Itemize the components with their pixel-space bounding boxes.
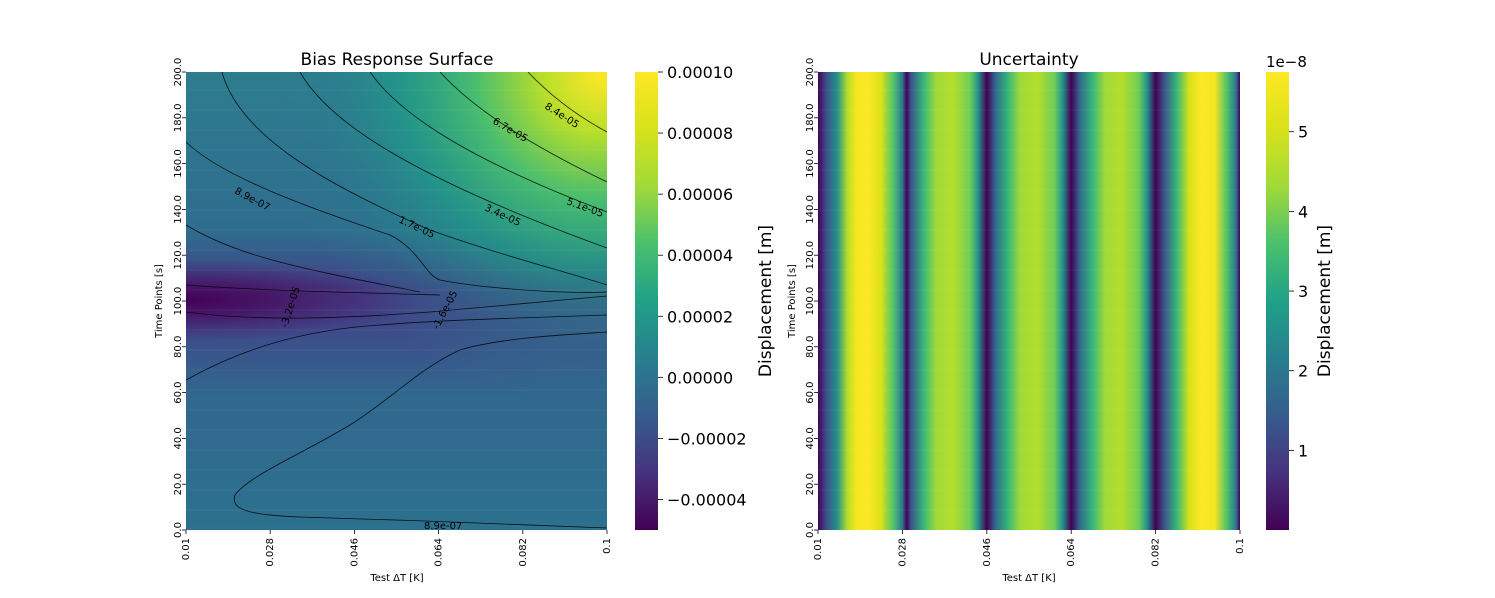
uncertainty-y-tick-label: 200.0 [805, 58, 816, 87]
uncertainty-colorbar-tick-label: 2 [1298, 362, 1308, 381]
uncertainty-colorbar-tick-label: 5 [1298, 123, 1308, 142]
bias-colorbar-tick-label: 0.00006 [667, 185, 733, 204]
bias-y-tick-label: 160.0 [173, 149, 184, 178]
uncertainty-colorbar-offset: 1e−8 [1266, 53, 1307, 71]
uncertainty-x-axis: 0.01 0.028 0.046 0.064 0.082 0.1 [813, 530, 1246, 567]
uncertainty-colorbar-label: Displacement [m] [1315, 225, 1335, 377]
bias-x-tick-label: 0.1 [602, 538, 613, 554]
bias-colorbar-ticks: −0.00004 −0.00002 0.00000 0.00002 0.00004 0.0… [658, 63, 747, 509]
bias-y-tick-label: 0.0 [173, 522, 184, 538]
bias-colorbar-label: Displacement [m] [756, 225, 776, 377]
uncertainty-y-tick-label: 140.0 [805, 195, 816, 224]
uncertainty-y-tick-label: 20.0 [805, 473, 816, 495]
bias-colorbar-tick-label: 0.00000 [667, 368, 733, 387]
uncertainty-x-tick-label: 0.028 [897, 538, 908, 567]
contour-line-8.4e-05 [527, 72, 607, 133]
uncertainty-y-tick-label: 180.0 [805, 103, 816, 132]
bias-x-tick-label: 0.01 [181, 538, 192, 560]
uncertainty-y-tick-label: 0.0 [805, 522, 816, 538]
bias-x-tick-label: 0.046 [349, 538, 360, 567]
uncertainty-colorbar-tick-label: 4 [1298, 202, 1308, 221]
uncertainty-colorbar-ticks: 1 2 3 4 5 [1289, 123, 1308, 460]
uncertainty-chart-title: Uncertainty [979, 50, 1078, 70]
uncertainty-y-axis-label: Time Points [s] [787, 264, 798, 339]
bias-colorbar [635, 72, 658, 530]
bias-y-tick-label: 140.0 [173, 195, 184, 224]
contour-line-8.9e-07-lower [233, 331, 607, 529]
uncertainty-heatmap-stripes [818, 72, 1240, 530]
bias-y-tick-label: 40.0 [173, 427, 184, 449]
bias-heatmap-panel: Bias Response Surface [154, 50, 776, 584]
uncertainty-colorbar-tick-label: 1 [1298, 441, 1308, 460]
uncertainty-y-tick-label: 40.0 [805, 427, 816, 449]
bias-y-axis: 0.0 20.0 40.0 60.0 80.0 100.0 120.0 140.0 160.0 1… [173, 58, 186, 538]
bias-x-axis-label: Test ΔT [K] [369, 573, 423, 584]
contour-line-6.7e-05 [439, 72, 607, 183]
bias-x-axis: 0.01 0.028 0.046 0.064 0.082 0.1 [181, 530, 613, 567]
bias-heatmap-surface: 8.4e-05 6.7e-05 5.1e-05 3.4e-05 1.7e-05 … [186, 72, 607, 532]
bias-colorbar-tick-label: 0.00010 [667, 63, 733, 82]
bias-heatmap-coldband [186, 255, 607, 345]
bias-y-tick-label: 200.0 [173, 58, 184, 87]
uncertainty-x-tick-label: 0.046 [982, 538, 993, 567]
uncertainty-x-tick-label: 0.082 [1151, 538, 1162, 567]
uncertainty-x-tick-label: 0.064 [1066, 538, 1077, 567]
uncertainty-x-tick-label: 0.1 [1235, 538, 1246, 554]
uncertainty-y-tick-label: 80.0 [805, 336, 816, 358]
bias-y-tick-label: 20.0 [173, 473, 184, 495]
uncertainty-x-axis-label: Test ΔT [K] [1001, 573, 1055, 584]
bias-chart-title: Bias Response Surface [301, 50, 494, 70]
bias-colorbar-tick-label: 0.00002 [667, 307, 733, 326]
uncertainty-colorbar-tick-label: 3 [1298, 282, 1308, 301]
contour-label-8.9e-07-lower: 8.9e-07 [424, 521, 462, 532]
uncertainty-y-tick-label: 60.0 [805, 381, 816, 403]
bias-y-tick-label: 120.0 [173, 241, 184, 270]
contour-line-lower-branch [186, 314, 607, 381]
contour-line-8.9e-07-upper [186, 141, 607, 293]
bias-y-tick-label: 80.0 [173, 336, 184, 358]
bias-x-tick-label: 0.028 [265, 538, 276, 567]
bias-colorbar-tick-label: 0.00008 [667, 124, 733, 143]
bias-x-tick-label: 0.082 [518, 538, 529, 567]
bias-colorbar-tick-label: 0.00004 [667, 246, 733, 265]
uncertainty-y-axis: 0.0 20.0 40.0 60.0 80.0 100.0 120.0 140.0 160.0 1… [805, 58, 818, 538]
bias-y-tick-label: 100.0 [173, 287, 184, 316]
bias-y-tick-label: 60.0 [173, 381, 184, 403]
heatmap-texture [186, 89, 607, 511]
bias-y-axis-label: Time Points [s] [154, 264, 165, 339]
contour-line-3.2e-05 [186, 284, 441, 296]
uncertainty-y-tick-label: 120.0 [805, 241, 816, 270]
contour-line-neg-mid [186, 224, 421, 293]
bias-x-tick-label: 0.064 [434, 538, 445, 567]
bias-colorbar-tick-label: −0.00002 [667, 429, 747, 448]
uncertainty-colorbar [1266, 72, 1289, 530]
contour-line-1.6e-05 [186, 295, 607, 319]
contour-line-5.1e-05 [369, 72, 607, 213]
uncertainty-y-tick-label: 100.0 [805, 287, 816, 316]
contour-line-1.7e-05 [221, 72, 607, 286]
uncertainty-x-tick-label: 0.01 [813, 538, 824, 560]
bias-colorbar-tick-label: −0.00004 [667, 490, 747, 509]
uncertainty-texture [818, 89, 1240, 511]
uncertainty-heatmap-panel: Uncertainty 0.01 0.028 0.046 0.064 0.082 0.1 … [787, 50, 1335, 584]
uncertainty-y-tick-label: 160.0 [805, 149, 816, 178]
contour-line-3.4e-05 [299, 72, 607, 249]
bias-y-tick-label: 180.0 [173, 103, 184, 132]
